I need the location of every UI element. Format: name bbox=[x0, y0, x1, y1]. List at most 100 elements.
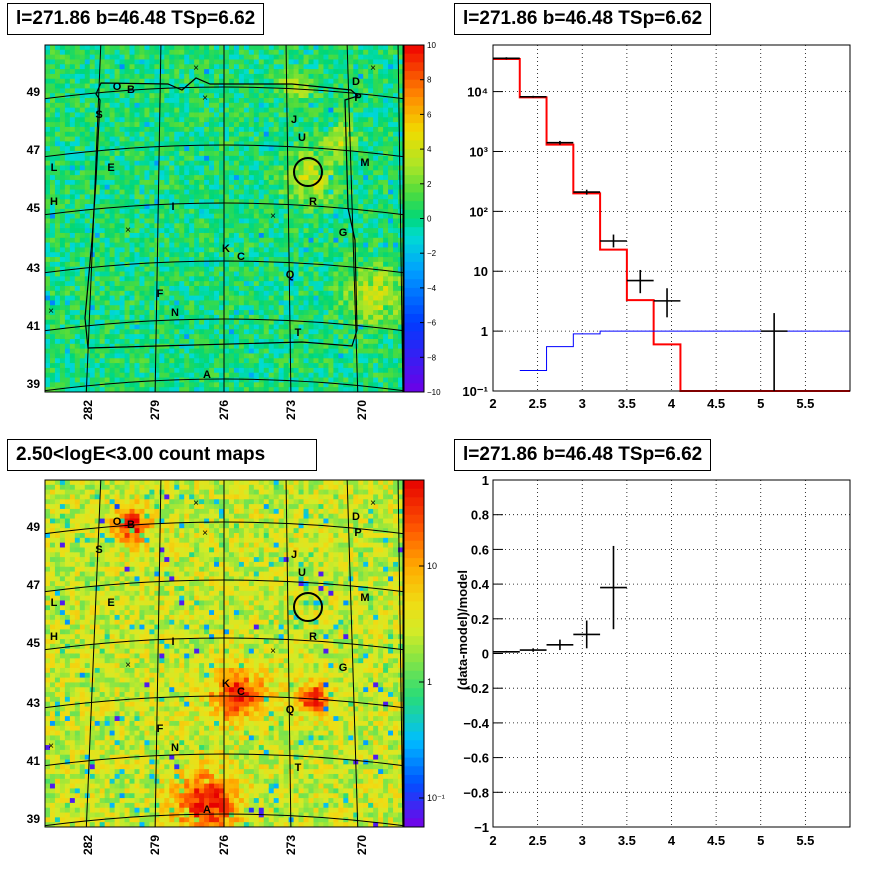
colorbar-cell bbox=[404, 305, 424, 315]
source-label-j: J bbox=[291, 114, 297, 126]
source-marker: × bbox=[202, 528, 208, 539]
colorbar-cell bbox=[404, 722, 424, 733]
lon-tick-label: 279 bbox=[148, 400, 162, 420]
colorbar-cell bbox=[404, 584, 424, 594]
y-tick-label: 10² bbox=[469, 204, 488, 219]
colorbar-cell bbox=[404, 192, 424, 202]
residual-plot-title: l=271.86 b=46.48 TSp=6.62 bbox=[454, 439, 712, 471]
colorbar-cell bbox=[404, 313, 424, 324]
source-label-n: N bbox=[171, 307, 179, 319]
source-label-m: M bbox=[360, 592, 369, 604]
lon-tick-label: 270 bbox=[355, 400, 369, 420]
spectrum-title: l=271.86 b=46.48 TSp=6.62 bbox=[454, 3, 712, 35]
colorbar-cell bbox=[404, 575, 424, 585]
source-label-r: R bbox=[309, 196, 317, 208]
colorbar-cell bbox=[404, 480, 424, 490]
colorbar-cell bbox=[404, 731, 424, 741]
source-marker: × bbox=[48, 306, 54, 317]
x-tick-label: 3.5 bbox=[618, 833, 636, 848]
source-label-h: H bbox=[50, 631, 58, 643]
colorbar-cell bbox=[404, 766, 424, 776]
colorbar-cell bbox=[404, 296, 424, 306]
colorbar-cell bbox=[404, 488, 424, 498]
longitude-line bbox=[397, 480, 403, 827]
y-tick-label: 0.2 bbox=[471, 612, 489, 627]
y-tick-label: −1 bbox=[474, 820, 489, 835]
source-label-p: P bbox=[354, 527, 361, 539]
colorbar-cell bbox=[404, 740, 424, 750]
y-tick-label: −0.6 bbox=[463, 751, 489, 766]
background-step-line bbox=[519, 330, 850, 371]
colorbar-cell bbox=[404, 809, 424, 819]
y-tick-label: −0.8 bbox=[463, 785, 489, 800]
lon-tick-label: 276 bbox=[217, 400, 231, 420]
source-label-j: J bbox=[291, 549, 297, 561]
lat-tick-label: 47 bbox=[27, 143, 41, 157]
source-label-b: B bbox=[127, 84, 135, 96]
colorbar-cell bbox=[404, 97, 424, 107]
data-point bbox=[546, 639, 574, 651]
colorbar-cell bbox=[404, 566, 424, 576]
colorbar-cell bbox=[404, 540, 424, 550]
colorbar-cell bbox=[404, 514, 424, 524]
source-label-c: C bbox=[237, 686, 245, 698]
roi-outline bbox=[84, 77, 360, 349]
colorbar-cell bbox=[404, 209, 424, 219]
data-point bbox=[493, 650, 520, 653]
source-label-l: L bbox=[51, 162, 58, 174]
colorbar-cell bbox=[404, 365, 424, 376]
source-label-f: F bbox=[157, 723, 164, 735]
colorbar-cell bbox=[404, 88, 424, 98]
colorbar-cell bbox=[404, 532, 424, 542]
colorbar-label: 10⁻¹ bbox=[427, 793, 445, 803]
y-tick-label: 0 bbox=[482, 647, 489, 662]
longitude-line bbox=[285, 480, 292, 827]
source-marker: × bbox=[48, 741, 54, 752]
colorbar-cell bbox=[404, 45, 424, 55]
data-point bbox=[493, 57, 520, 60]
colorbar-cell bbox=[404, 166, 424, 176]
longitude-line bbox=[154, 45, 162, 392]
lat-tick-label: 49 bbox=[27, 520, 41, 534]
colorbar-cell bbox=[404, 235, 424, 246]
colorbar-cell bbox=[404, 79, 424, 89]
colorbar-cell bbox=[404, 131, 424, 141]
x-tick-label: 2 bbox=[489, 833, 496, 848]
source-label-q: Q bbox=[286, 704, 295, 716]
colorbar-cell bbox=[404, 270, 424, 280]
colorbar-cell bbox=[404, 705, 424, 715]
longitude-line bbox=[285, 45, 292, 392]
x-tick-label: 4 bbox=[668, 396, 676, 411]
y-tick-label: −0.4 bbox=[463, 716, 489, 731]
source-label-t: T bbox=[295, 762, 302, 774]
source-label-m: M bbox=[360, 157, 369, 169]
source-label-c: C bbox=[237, 251, 245, 263]
colorbar-label: 4 bbox=[427, 145, 432, 154]
y-tick-label: 1 bbox=[482, 473, 489, 488]
colorbar-cell bbox=[404, 123, 424, 133]
colorbar-cell bbox=[404, 322, 424, 332]
y-tick-label: 10³ bbox=[469, 144, 488, 159]
colorbar-cell bbox=[404, 244, 424, 254]
source-marker: × bbox=[193, 63, 199, 74]
colorbar-cell bbox=[404, 636, 424, 646]
colorbar-cell bbox=[404, 149, 424, 159]
source-label-u: U bbox=[298, 132, 306, 144]
colorbar-cell bbox=[404, 227, 424, 237]
colorbar-cell bbox=[404, 601, 424, 611]
residual-map-title: l=271.86 b=46.48 TSp=6.62 bbox=[7, 3, 265, 35]
data-point bbox=[573, 189, 601, 195]
colorbar-cell bbox=[404, 653, 424, 663]
x-tick-label: 3.5 bbox=[618, 396, 636, 411]
longitude-line bbox=[154, 480, 162, 827]
colorbar-cell bbox=[404, 287, 424, 298]
colorbar-label: −2 bbox=[427, 249, 437, 258]
source-label-g: G bbox=[339, 227, 348, 239]
source-marker: × bbox=[370, 63, 376, 74]
colorbar-label: −10 bbox=[427, 388, 441, 397]
colorbar-cell bbox=[404, 618, 424, 628]
source-label-n: N bbox=[171, 742, 179, 754]
lat-tick-label: 39 bbox=[27, 812, 41, 826]
